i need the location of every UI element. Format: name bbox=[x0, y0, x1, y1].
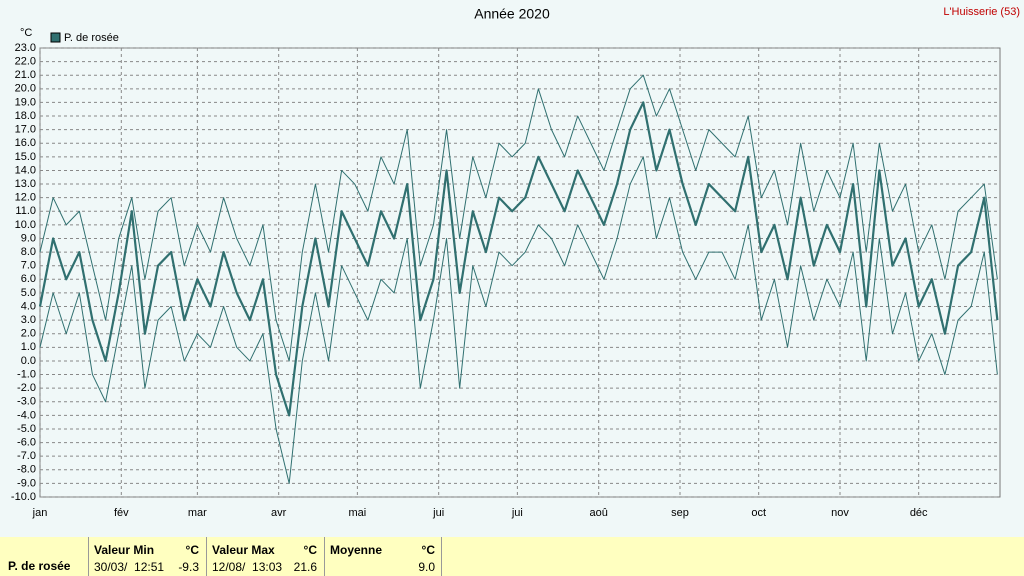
x-tick-label: mar bbox=[188, 507, 207, 519]
y-tick-label: 21.0 bbox=[15, 69, 36, 81]
mean-header: Moyenne bbox=[330, 543, 383, 557]
y-tick-label: -1.0 bbox=[17, 368, 36, 380]
y-tick-label: 15.0 bbox=[15, 151, 36, 163]
y-tick-label: -9.0 bbox=[17, 477, 36, 489]
mean-unit: °C bbox=[421, 543, 435, 557]
x-tick-label: mai bbox=[349, 507, 367, 519]
y-tick-label: 5.0 bbox=[21, 287, 36, 299]
min-value: -9.3 bbox=[178, 560, 199, 574]
y-tick-label: 0.0 bbox=[21, 355, 36, 367]
y-tick-label: 22.0 bbox=[15, 56, 36, 68]
y-tick-label: 11.0 bbox=[15, 205, 36, 217]
y-tick-label: 8.0 bbox=[21, 246, 36, 258]
max-unit: °C bbox=[303, 543, 317, 557]
y-tick-label: 10.0 bbox=[15, 219, 36, 231]
y-tick-label: 3.0 bbox=[21, 314, 36, 326]
chart-title: Année 2020 bbox=[474, 6, 550, 22]
max-time: 12/08/ 13:03 bbox=[212, 560, 283, 574]
x-tick-label: jui bbox=[511, 507, 523, 519]
stats-label: P. de rosée bbox=[8, 559, 71, 573]
min-cell: Valeur Min °C 30/03/ 12:51 -9.3 bbox=[88, 537, 205, 576]
y-tick-label: 19.0 bbox=[15, 96, 36, 108]
station: L'Huisserie (53) bbox=[943, 6, 1020, 18]
y-tick-label: -3.0 bbox=[17, 396, 36, 408]
y-tick-label: 12.0 bbox=[15, 192, 36, 204]
y-tick-label: 7.0 bbox=[21, 260, 36, 272]
y-tick-label: -2.0 bbox=[17, 382, 36, 394]
y-tick-label: 14.0 bbox=[15, 164, 36, 176]
min-time: 30/03/ 12:51 bbox=[94, 560, 165, 574]
y-unit: °C bbox=[20, 27, 32, 39]
legend-label: P. de rosée bbox=[64, 32, 119, 44]
x-tick-label: fév bbox=[114, 507, 129, 519]
y-tick-label: 17.0 bbox=[15, 124, 36, 136]
range-line bbox=[39, 156, 998, 484]
x-tick-label: jui bbox=[432, 507, 444, 519]
y-tick-label: 20.0 bbox=[15, 83, 36, 95]
y-tick-label: 6.0 bbox=[21, 273, 36, 285]
x-tick-label: avr bbox=[271, 507, 287, 519]
x-tick-label: nov bbox=[831, 507, 849, 519]
x-tick-label: aoû bbox=[590, 507, 608, 519]
y-tick-label: -4.0 bbox=[17, 409, 36, 421]
y-tick-label: 4.0 bbox=[21, 300, 36, 312]
max-header: Valeur Max bbox=[212, 543, 275, 557]
mean-value: 9.0 bbox=[418, 560, 435, 574]
x-tick-label: sep bbox=[671, 507, 689, 519]
series-line bbox=[38, 101, 999, 417]
y-tick-label: -7.0 bbox=[17, 450, 36, 462]
range-line bbox=[39, 74, 998, 362]
mean-cell: Moyenne °C 9.0 bbox=[324, 537, 442, 576]
y-tick-label: -5.0 bbox=[17, 423, 36, 435]
min-header: Valeur Min bbox=[94, 543, 155, 557]
y-tick-label: -10.0 bbox=[11, 491, 36, 503]
x-tick-label: oct bbox=[751, 507, 766, 519]
y-tick-label: 1.0 bbox=[21, 341, 36, 353]
max-value: 21.6 bbox=[293, 560, 317, 574]
legend-swatch bbox=[50, 32, 61, 43]
y-tick-label: -8.0 bbox=[17, 464, 36, 476]
min-unit: °C bbox=[185, 543, 199, 557]
y-tick-label: 16.0 bbox=[15, 137, 36, 149]
y-tick-label: 18.0 bbox=[15, 110, 36, 122]
x-tick-label: jan bbox=[32, 507, 48, 519]
y-tick-label: 9.0 bbox=[21, 232, 36, 244]
x-tick-label: déc bbox=[910, 507, 928, 519]
stats-panel: P. de rosée Valeur Min °C 30/03/ 12:51 -… bbox=[0, 537, 1024, 576]
chart: Année 2020 L'Huisserie (53) °C P. de ros… bbox=[11, 6, 1020, 519]
y-tick-label: -6.0 bbox=[17, 436, 36, 448]
y-tick-label: 2.0 bbox=[21, 328, 36, 340]
y-tick-label: 13.0 bbox=[15, 178, 36, 190]
max-cell: Valeur Max °C 12/08/ 13:03 21.6 bbox=[206, 537, 323, 576]
y-tick-label: 23.0 bbox=[15, 42, 36, 54]
